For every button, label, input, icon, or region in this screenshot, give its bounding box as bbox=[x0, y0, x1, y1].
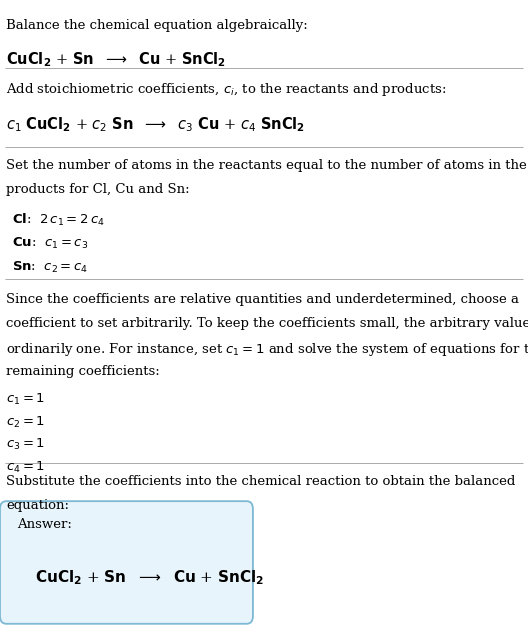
Text: $\mathbf{CuCl_2}$ + $\mathbf{Sn}$  $\longrightarrow$  $\mathbf{Cu}$ + $\mathbf{S: $\mathbf{CuCl_2}$ + $\mathbf{Sn}$ $\long… bbox=[6, 51, 227, 70]
Text: $c_2 = 1$: $c_2 = 1$ bbox=[6, 415, 45, 430]
Text: Set the number of atoms in the reactants equal to the number of atoms in the: Set the number of atoms in the reactants… bbox=[6, 159, 527, 173]
Text: $c_1 = 1$: $c_1 = 1$ bbox=[6, 392, 45, 407]
Text: $\mathbf{Sn}$:  $c_2 = c_4$: $\mathbf{Sn}$: $c_2 = c_4$ bbox=[12, 260, 88, 275]
Text: Answer:: Answer: bbox=[17, 518, 72, 532]
Text: remaining coefficients:: remaining coefficients: bbox=[6, 365, 160, 378]
Text: Since the coefficients are relative quantities and underdetermined, choose a: Since the coefficients are relative quan… bbox=[6, 293, 520, 306]
Text: Substitute the coefficients into the chemical reaction to obtain the balanced: Substitute the coefficients into the che… bbox=[6, 475, 516, 489]
Text: ordinarily one. For instance, set $c_1 = 1$ and solve the system of equations fo: ordinarily one. For instance, set $c_1 =… bbox=[6, 341, 528, 358]
Text: $\mathbf{CuCl_2}$ + $\mathbf{Sn}$  $\longrightarrow$  $\mathbf{Cu}$ + $\mathbf{S: $\mathbf{CuCl_2}$ + $\mathbf{Sn}$ $\long… bbox=[35, 568, 265, 587]
Text: $\mathbf{Cu}$:  $c_1 = c_3$: $\mathbf{Cu}$: $c_1 = c_3$ bbox=[12, 236, 88, 251]
Text: $c_4 = 1$: $c_4 = 1$ bbox=[6, 460, 45, 475]
Text: $\mathbf{Cl}$:  $2\,c_1 = 2\,c_4$: $\mathbf{Cl}$: $2\,c_1 = 2\,c_4$ bbox=[12, 212, 105, 228]
Text: coefficient to set arbitrarily. To keep the coefficients small, the arbitrary va: coefficient to set arbitrarily. To keep … bbox=[6, 317, 528, 330]
Text: products for Cl, Cu and Sn:: products for Cl, Cu and Sn: bbox=[6, 183, 190, 197]
Text: $c_3 = 1$: $c_3 = 1$ bbox=[6, 437, 45, 453]
Text: Balance the chemical equation algebraically:: Balance the chemical equation algebraica… bbox=[6, 19, 308, 32]
Text: $c_1\ \mathbf{CuCl_2}$ + $c_2\ \mathbf{Sn}$  $\longrightarrow$  $c_3\ \mathbf{Cu: $c_1\ \mathbf{CuCl_2}$ + $c_2\ \mathbf{S… bbox=[6, 115, 305, 134]
FancyBboxPatch shape bbox=[0, 501, 253, 624]
Text: Add stoichiometric coefficients, $c_i$, to the reactants and products:: Add stoichiometric coefficients, $c_i$, … bbox=[6, 81, 447, 98]
Text: equation:: equation: bbox=[6, 499, 69, 513]
